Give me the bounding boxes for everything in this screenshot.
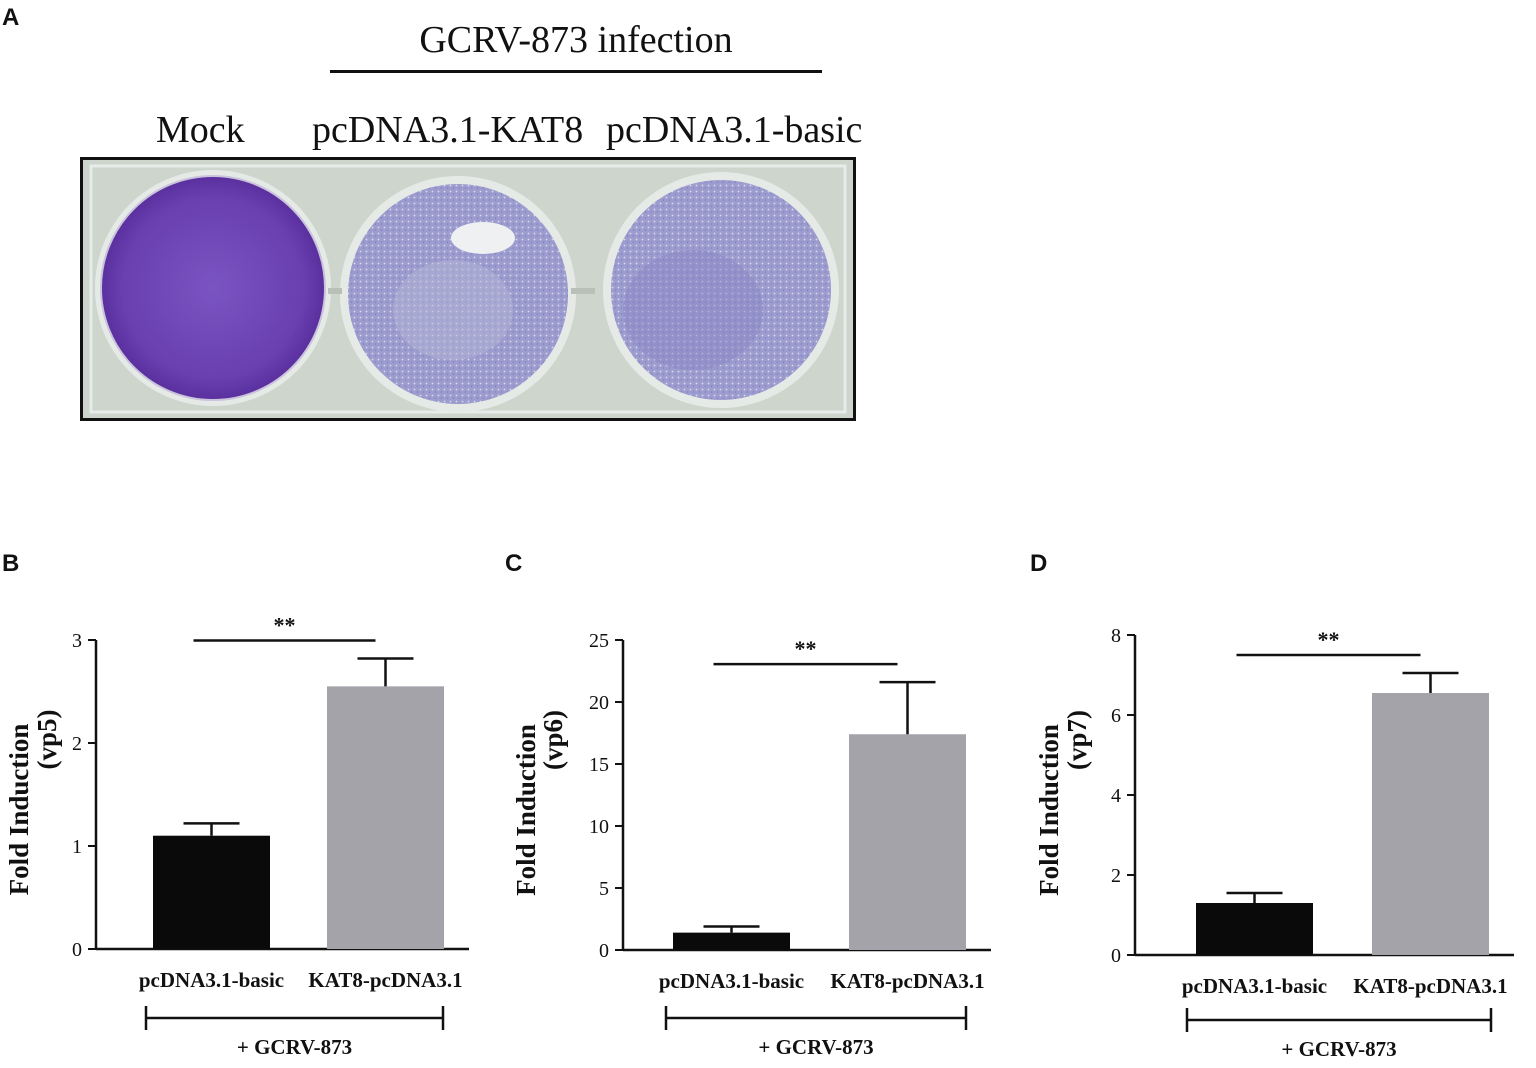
bar — [1196, 903, 1313, 955]
well-label-basic: pcDNA3.1-basic — [606, 109, 863, 151]
y-axis-unit-label: (vp7) — [1062, 710, 1092, 770]
y-axis-label: Fold Induction — [1034, 724, 1064, 896]
group-label: + GCRV-873 — [1281, 1037, 1396, 1061]
bar — [849, 734, 966, 950]
significance-label: ** — [795, 636, 817, 661]
group-label: + GCRV-873 — [758, 1035, 873, 1059]
infection-header-line — [330, 70, 822, 73]
y-axis-unit-label: (vp5) — [32, 710, 62, 770]
y-tick-label: 1 — [72, 836, 82, 858]
y-tick-label: 0 — [72, 939, 82, 961]
infection-header: GCRV-873 infection — [419, 19, 733, 61]
chart-vp5: 0 1 2 3 Fold Induction (vp5) pcDNA3.1-basic KAT… — [0, 600, 500, 1068]
plaque-assay-plate-photo — [80, 157, 856, 421]
y-axis-label: Fold Induction — [511, 724, 541, 896]
group-label: + GCRV-873 — [237, 1035, 352, 1059]
y-tick-label: 0 — [599, 940, 609, 962]
significance-label: ** — [1318, 627, 1340, 652]
y-tick-label: 2 — [72, 733, 82, 755]
category-label: KAT8-pcDNA3.1 — [1353, 974, 1507, 998]
panel-d-letter: D — [1030, 550, 1048, 577]
category-label: KAT8-pcDNA3.1 — [830, 969, 984, 993]
well-label-mock: Mock — [156, 109, 245, 151]
y-tick-label: 8 — [1111, 625, 1121, 647]
bar — [153, 835, 270, 949]
y-tick-label: 0 — [1111, 945, 1121, 967]
category-label: pcDNA3.1-basic — [659, 969, 804, 993]
y-tick-label: 10 — [589, 816, 609, 838]
y-tick-label: 25 — [589, 630, 609, 652]
panel-a-letter: A — [2, 4, 20, 31]
significance-label: ** — [274, 613, 296, 638]
panel-c-letter: C — [505, 550, 523, 577]
y-tick-label: 4 — [1111, 785, 1121, 807]
y-tick-label: 20 — [589, 692, 609, 714]
y-tick-label: 3 — [72, 630, 82, 652]
y-tick-label: 5 — [599, 878, 609, 900]
category-label: pcDNA3.1-basic — [139, 968, 284, 992]
y-axis-label: Fold Induction — [4, 724, 34, 896]
chart-vp7: 0 2 4 6 8 Fold Induction (vp7) pcDNA3.1-basic KA… — [1030, 600, 1536, 1068]
category-label: KAT8-pcDNA3.1 — [308, 968, 462, 992]
y-tick-label: 15 — [589, 754, 609, 776]
y-tick-label: 2 — [1111, 865, 1121, 887]
bar — [1372, 693, 1489, 955]
y-axis-unit-label: (vp6) — [538, 710, 568, 770]
well-label-kat8: pcDNA3.1-KAT8 — [312, 109, 584, 151]
bar — [673, 932, 790, 950]
panel-b-letter: B — [2, 550, 20, 577]
y-tick-label: 6 — [1111, 705, 1121, 727]
category-label: pcDNA3.1-basic — [1182, 974, 1327, 998]
bar — [327, 686, 444, 949]
chart-vp6: 0 5 10 15 20 25 Fold Induction (vp6) pcDNA3.1-ba… — [505, 600, 1025, 1068]
